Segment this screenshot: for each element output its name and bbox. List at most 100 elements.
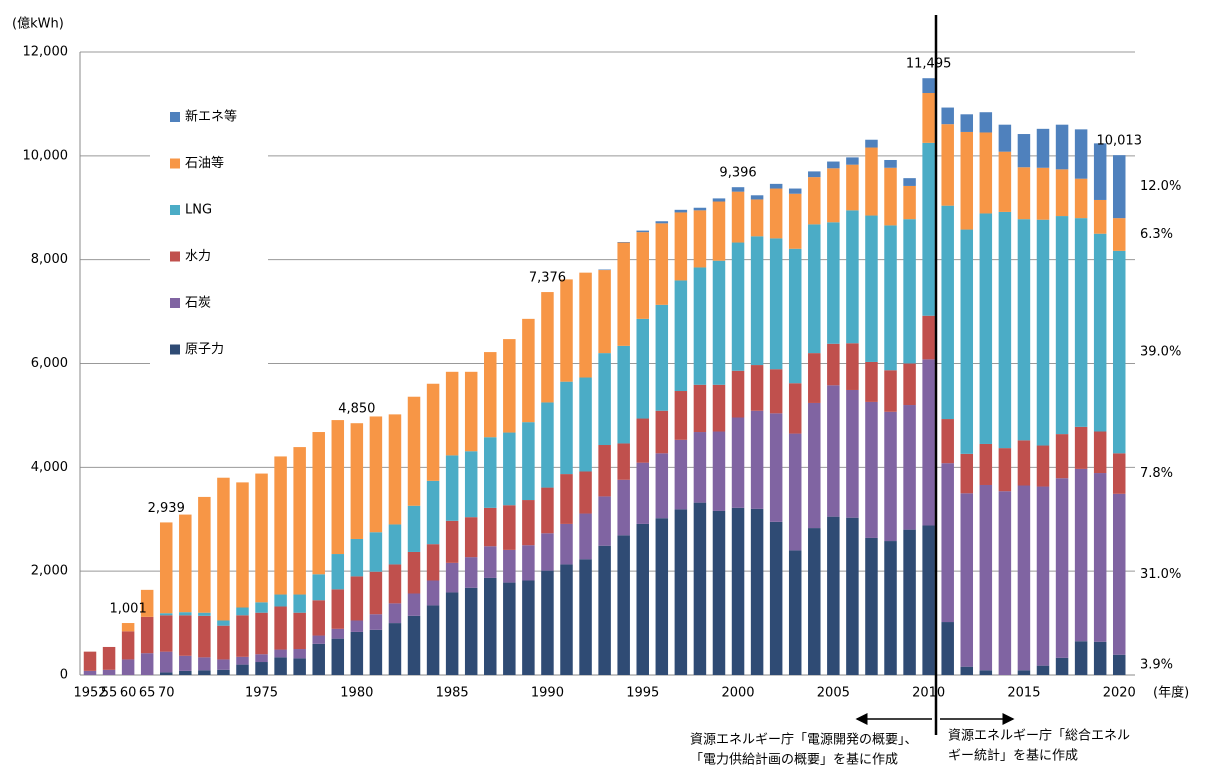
bar-segment [293,594,306,613]
bar-segment [903,185,916,220]
bar-segment [560,474,573,524]
x-tick-label: 60 [120,686,137,701]
bar-segment [331,554,345,590]
bar-segment [979,484,993,671]
bar-segment [788,550,802,675]
bar-segment [388,603,402,624]
bar-segment [979,132,993,214]
y-tick-label: 4,000 [31,460,68,475]
bar-segment [903,363,916,406]
y-tick-label: 10,000 [23,148,69,163]
bar-segment [1036,445,1050,487]
bar-segment [808,171,821,178]
bar-segment [1036,219,1050,446]
bar-segment [674,439,688,510]
bar-segment [159,672,173,675]
bar-segment [865,147,878,216]
legend: 原子力 石炭 水力 LNG 石油等 新エネ等 [170,109,237,357]
bar-segment [731,370,745,418]
total-label: 4,850 [338,402,375,417]
bar-segment [941,419,954,464]
bar-segment [788,248,802,384]
bar-segment [979,443,993,485]
bar-segment [464,557,478,588]
bar-segment [788,383,802,434]
bar-segment [1093,199,1107,234]
bar-segment [407,593,421,616]
bar-segment [865,361,878,402]
bar-segment [750,236,764,366]
bar-segment [674,509,688,675]
bar-segment [693,384,707,433]
share-label: 6.3% [1140,227,1173,242]
bar-segment [350,631,364,675]
bar-segment [236,607,249,616]
bar-segment [445,592,459,675]
bar-segment [198,615,211,658]
legend-label: 石炭 [185,296,211,311]
bar-segment [655,518,669,675]
x-tick-label: 2015 [1007,686,1040,701]
x-unit: (年度) [1153,685,1189,701]
bar-segment [522,545,535,581]
bar-segment [198,670,211,675]
bar-segment [674,212,688,281]
bar-segment [827,516,840,675]
bar-segment [484,437,497,508]
bar-segment [1055,169,1069,217]
bar-segment [331,628,345,639]
bar-segment [1074,218,1088,427]
bar-segment [541,487,554,534]
bar-segment [503,582,516,675]
bar-segment [255,602,268,613]
bar-segment [1093,473,1107,642]
bar-segment [1074,468,1088,642]
bar-segment [102,669,116,675]
bar-segment [312,643,325,675]
legend-swatch [170,298,180,308]
bar-segment [827,222,840,344]
bar-segment [407,551,421,594]
bar-segment [1112,493,1126,655]
bar-segment [407,615,421,675]
bar-segment [731,191,745,243]
bar-segment [198,612,211,616]
bar-segment [541,533,554,571]
bar-segment [369,571,383,615]
bar-segment [1036,128,1050,168]
bar-segment [293,649,306,659]
bar-segment [960,131,974,230]
bar-segment [1112,250,1126,454]
bar-segment [693,502,707,675]
bar-segment [884,225,897,371]
bar-segment [236,615,249,657]
bar-segment [560,523,573,565]
bar-segment [979,112,993,133]
bar-segment [636,318,649,419]
x-tick-label: 2000 [721,686,754,701]
x-tick-label: 1975 [245,686,278,701]
bar-segment [579,513,592,560]
bar-segment [236,482,249,608]
bar-segment [750,199,764,237]
bar-segment [750,508,764,675]
bar-segment [369,532,383,572]
bar-segment [407,505,421,552]
bar-segment [236,656,249,665]
bar-segment [827,161,840,169]
bar-segment [121,631,135,660]
bar-segment [1017,167,1031,220]
bar-segment [655,223,669,305]
bar-segment [140,589,154,617]
bar-segment [655,221,669,224]
bar-segment [331,589,345,629]
bar-segment [1036,167,1050,220]
bar-segment [522,580,535,675]
bar-segment [808,353,821,403]
bar-segment [255,612,268,655]
bar-segment [484,546,497,578]
bar-segment [617,535,630,675]
bar-segment [808,177,821,225]
bar-segment [960,666,974,675]
